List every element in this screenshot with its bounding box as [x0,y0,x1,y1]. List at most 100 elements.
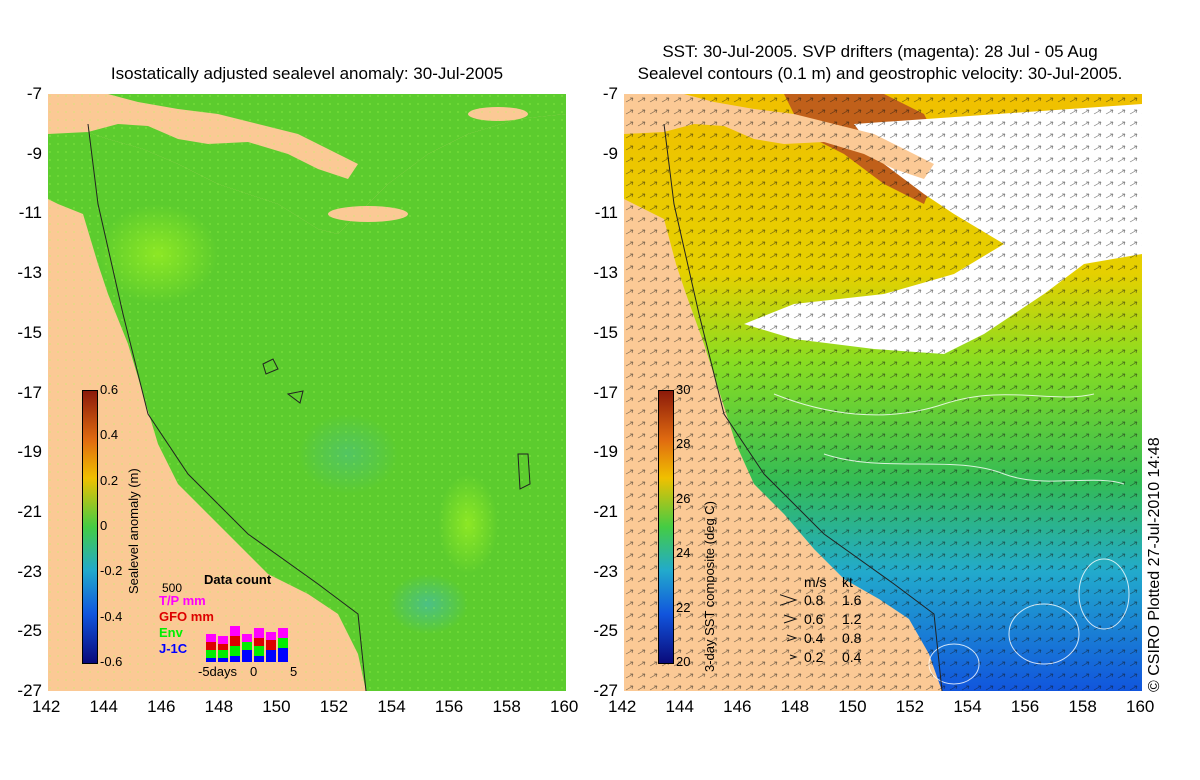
sealevel-colorbar [82,390,98,664]
velocity-arrow-icon [779,594,798,606]
sst-plot [624,94,1142,691]
data-count-bar-group [206,626,288,662]
sst-colorbar-tick: 24 [676,545,691,561]
velocity-vectors [624,94,1142,691]
data-count-axis-end: 5 [290,664,298,679]
lon-tick-right: 156 [1010,697,1040,716]
lat-tick-right: -9 [602,143,618,163]
lon-tick-left: 150 [262,697,291,716]
sst-colorbar-tick: 28 [676,436,691,452]
lon-tick-left: 142 [32,697,61,716]
lat-tick-right: -19 [593,442,618,462]
velocity-kt-value: 1.2 [842,611,862,627]
lat-tick-left: -21 [17,501,42,521]
lat-tick-left: -13 [17,263,42,283]
velocity-kt-value: 1.6 [842,592,862,608]
sealevel-colorbar-tick: 0 [100,518,108,533]
lat-tick-left: -15 [17,322,42,342]
lat-tick-left: -11 [18,203,42,223]
lat-tick-left: -17 [17,382,42,402]
lat-tick-right: -21 [593,501,618,521]
data-count-axis-zero: 0 [250,664,258,679]
mission-env: Env [159,625,183,640]
copyright-notice: © CSIRO Plotted 27-Jul-2010 14:48 [1146,437,1163,692]
sst-colorbar-tick: 22 [676,599,691,615]
velocity-legend: m/s kt 0.8 1.6 0.6 1.2 0.4 0.8 0.2 0.4 [774,574,894,674]
lat-tick-left: -25 [17,621,42,641]
sealevel-colorbar-tick: 0.6 [100,382,119,397]
bathymetry-contour [87,123,367,691]
velocity-arrow-icon [786,634,798,642]
velocity-ms-value: 0.4 [804,630,824,646]
sealevel-colorbar-tick: -0.4 [100,608,123,624]
velocity-header-ms: m/s [804,574,827,590]
lon-tick-right: 154 [953,697,982,716]
data-count-axis-start: -5days [198,664,238,679]
lat-tick-left: -9 [26,143,42,163]
velocity-ms-value: 0.2 [804,649,824,665]
mission-j1c: J-1C [159,641,188,656]
lon-tick-right: 158 [1068,697,1097,716]
lon-tick-left: 144 [89,697,118,716]
lat-tick-left: -27 [17,681,42,700]
lon-tick-left: 158 [492,697,521,716]
sst-map: 30 28 26 24 22 20 3-day SST composite (deg C)… [624,94,1142,691]
lon-tick-right: 160 [1126,697,1155,716]
sealevel-colorbar-title: Sealevel anomaly (m) [126,468,141,594]
sealevel-colorbar-tick: 0.4 [100,427,119,443]
velocity-arrow-icon [783,614,798,624]
sst-bathymetry-contour [663,123,943,691]
data-count-scale: 500 [162,581,183,595]
lon-tick-left: 146 [147,697,176,716]
lon-tick-left: 160 [550,697,579,716]
lat-tick-right: -13 [593,263,618,283]
sst-colorbar-title: 3-day SST composite (deg C) [702,501,717,672]
lat-tick-right: -11 [594,203,618,223]
mission-tp: T/P mm [159,593,206,608]
mission-gfo: GFO mm [159,609,214,624]
lat-tick-left: -19 [17,442,42,462]
sealevel-anomaly-map: 0.6 0.4 0.2 0 -0.2 -0.4 -0.6 Sealevel anomaly … [48,94,566,691]
lon-tick-right: 142 [608,697,637,716]
velocity-ms-value: 0.8 [804,592,824,608]
lat-tick-right: -25 [593,621,618,641]
lat-tick-left: -7 [26,84,42,103]
data-count-inset: Data count 500 T/P mm GFO mm Env J-1C -5… [156,572,306,682]
velocity-kt-value: 0.4 [842,649,862,665]
velocity-header-kt: kt [842,574,853,590]
lon-tick-left: 152 [319,697,349,716]
lon-tick-right: 146 [723,697,752,716]
lat-tick-right: -17 [593,382,618,402]
lon-tick-left: 154 [377,697,406,716]
sst-colorbar-tick: 26 [676,490,691,506]
lon-tick-right: 148 [780,697,810,716]
reef-outlines [262,358,531,490]
sst-colorbar-tick: 20 [676,654,691,669]
velocity-kt-value: 0.8 [842,630,862,646]
sealevel-colorbar-tick: 0.2 [100,472,119,488]
data-count-bars [206,626,288,662]
lon-tick-right: 152 [895,697,925,716]
right-map-title-line2: Sealevel contours (0.1 m) and geostrophi… [637,64,1123,83]
lat-tick-right: -27 [593,681,618,700]
sealevel-anomaly-plot [48,94,566,691]
sst-colorbar [658,390,674,664]
sst-colorbar-tick: 30 [676,382,691,397]
lon-tick-left: 156 [434,697,464,716]
data-count-title: Data count [204,572,272,587]
sealevel-colorbar-tick: -0.2 [100,563,123,579]
sealevel-contours [773,393,1130,685]
lon-tick-right: 144 [665,697,694,716]
velocity-ms-value: 0.6 [804,611,824,627]
lon-tick-right: 150 [838,697,867,716]
velocity-arrow-icon [789,654,798,660]
lat-tick-right: -15 [593,322,618,342]
left-map-title: Isostatically adjusted sealevel anomaly:… [110,64,504,83]
sealevel-colorbar-tick: -0.6 [100,654,123,669]
lat-tick-left: -23 [17,561,42,581]
right-map-title-line1: SST: 30-Jul-2005. SVP drifters (magenta)… [662,42,1098,61]
lon-tick-left: 148 [204,697,234,716]
lat-tick-right: -7 [602,84,618,103]
track-dots [48,94,566,691]
lat-tick-right: -23 [593,561,618,581]
